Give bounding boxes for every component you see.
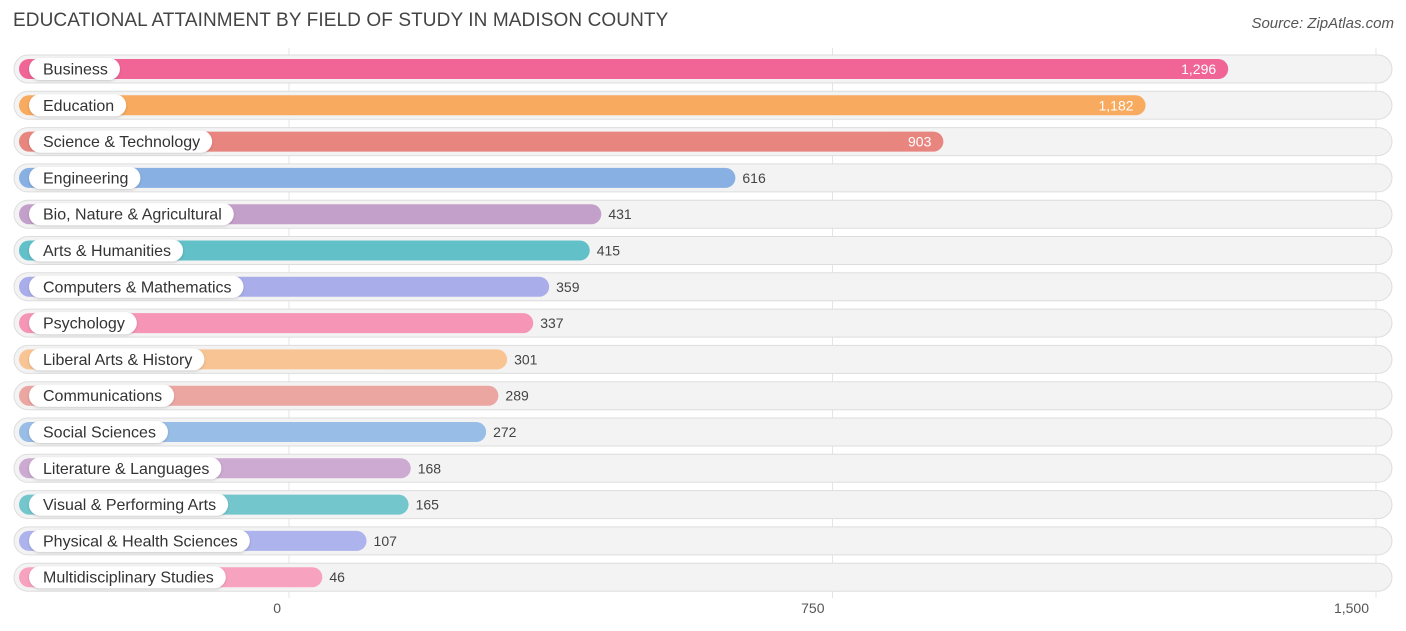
category-label: Psychology: [43, 316, 125, 333]
x-tick-label: 0: [273, 600, 281, 616]
bar-row: Visual & Performing Arts 165: [13, 490, 1393, 520]
bar-track: [13, 562, 1393, 592]
category-label-pill: [29, 275, 244, 298]
category-label: Education: [43, 98, 114, 115]
category-label-pill: [29, 312, 137, 335]
bar-row: Education 1,182: [13, 90, 1393, 120]
category-label-pill: [29, 348, 205, 371]
bar-row: Literature & Languages 168: [13, 453, 1393, 483]
value-label: 301: [514, 351, 538, 367]
category-label: Science & Technology: [43, 134, 200, 151]
x-axis-ticks: 0 750 1,500: [273, 600, 1369, 616]
category-label: Business: [43, 62, 108, 79]
bar-row: Science & Technology 903: [13, 127, 1393, 157]
category-label-pill: [29, 421, 168, 443]
category-label: Computers & Mathematics: [43, 279, 232, 296]
value-label: 431: [608, 206, 632, 222]
bar-row: Psychology 337: [13, 308, 1393, 338]
category-label: Literature & Languages: [43, 461, 209, 478]
category-label-pill: [29, 384, 175, 407]
category-label: Physical & Health Sciences: [43, 533, 238, 550]
value-label: 415: [597, 243, 621, 259]
bar-row: Liberal Arts & History 301: [13, 344, 1393, 374]
category-label: Multidisciplinary Studies: [43, 570, 214, 587]
x-tick-label: 1,500: [1334, 600, 1369, 616]
value-label: 1,182: [1099, 97, 1134, 113]
category-label-pill: [29, 58, 120, 80]
value-label: 903: [908, 134, 932, 150]
value-label: 337: [540, 315, 564, 331]
category-label-pill: [29, 457, 222, 480]
value-label: 359: [556, 279, 580, 295]
category-label: Liberal Arts & History: [43, 352, 192, 369]
chart-title: EDUCATIONAL ATTAINMENT BY FIELD OF STUDY…: [13, 10, 669, 31]
category-label-pill: [29, 94, 127, 117]
bar: [19, 95, 1146, 116]
bar-row: Arts & Humanities 415: [13, 236, 1393, 265]
category-label: Visual & Performing Arts: [43, 497, 216, 514]
bar: [19, 167, 736, 188]
category-label-pill: [29, 130, 213, 153]
category-label-pill: [29, 203, 234, 226]
bar: [19, 313, 534, 334]
bar: [19, 59, 1229, 79]
bar-row: Physical & Health Sciences 107: [13, 526, 1393, 556]
category-label-pill: [29, 166, 141, 189]
value-label: 168: [418, 460, 442, 476]
value-label: 616: [742, 170, 766, 186]
value-label: 272: [493, 424, 517, 440]
bar-row: Social Sciences 272: [13, 417, 1393, 447]
value-label: 165: [416, 497, 440, 513]
bar-row: Communications 289: [13, 381, 1393, 411]
bar-row: Bio, Nature & Agricultural 431: [13, 199, 1393, 229]
category-label-pill: [29, 529, 250, 552]
value-label: 107: [374, 533, 398, 549]
category-label-pill: [29, 566, 226, 589]
chart-source: Source: ZipAtlas.com: [1251, 15, 1394, 32]
category-label: Communications: [43, 388, 162, 405]
category-label: Social Sciences: [43, 425, 156, 442]
value-label: 1,296: [1181, 61, 1216, 77]
bar: [19, 131, 944, 152]
value-label: 289: [505, 388, 529, 404]
bar-row: Business 1,296: [13, 54, 1393, 84]
bar-row: Engineering 616: [13, 163, 1393, 193]
category-label-pill: [29, 239, 184, 262]
bar-row: Multidisciplinary Studies 46: [13, 562, 1393, 592]
bar-rows: Business 1,296 Education 1,182 Science & Tec…: [13, 54, 1393, 592]
category-label: Bio, Nature & Agricultural: [43, 207, 222, 224]
category-label: Engineering: [43, 170, 128, 187]
category-label: Arts & Humanities: [43, 243, 171, 260]
category-label-pill: [29, 493, 229, 516]
value-label: 46: [329, 569, 345, 585]
x-tick-label: 750: [801, 600, 825, 616]
bar-row: Computers & Mathematics 359: [13, 272, 1393, 302]
